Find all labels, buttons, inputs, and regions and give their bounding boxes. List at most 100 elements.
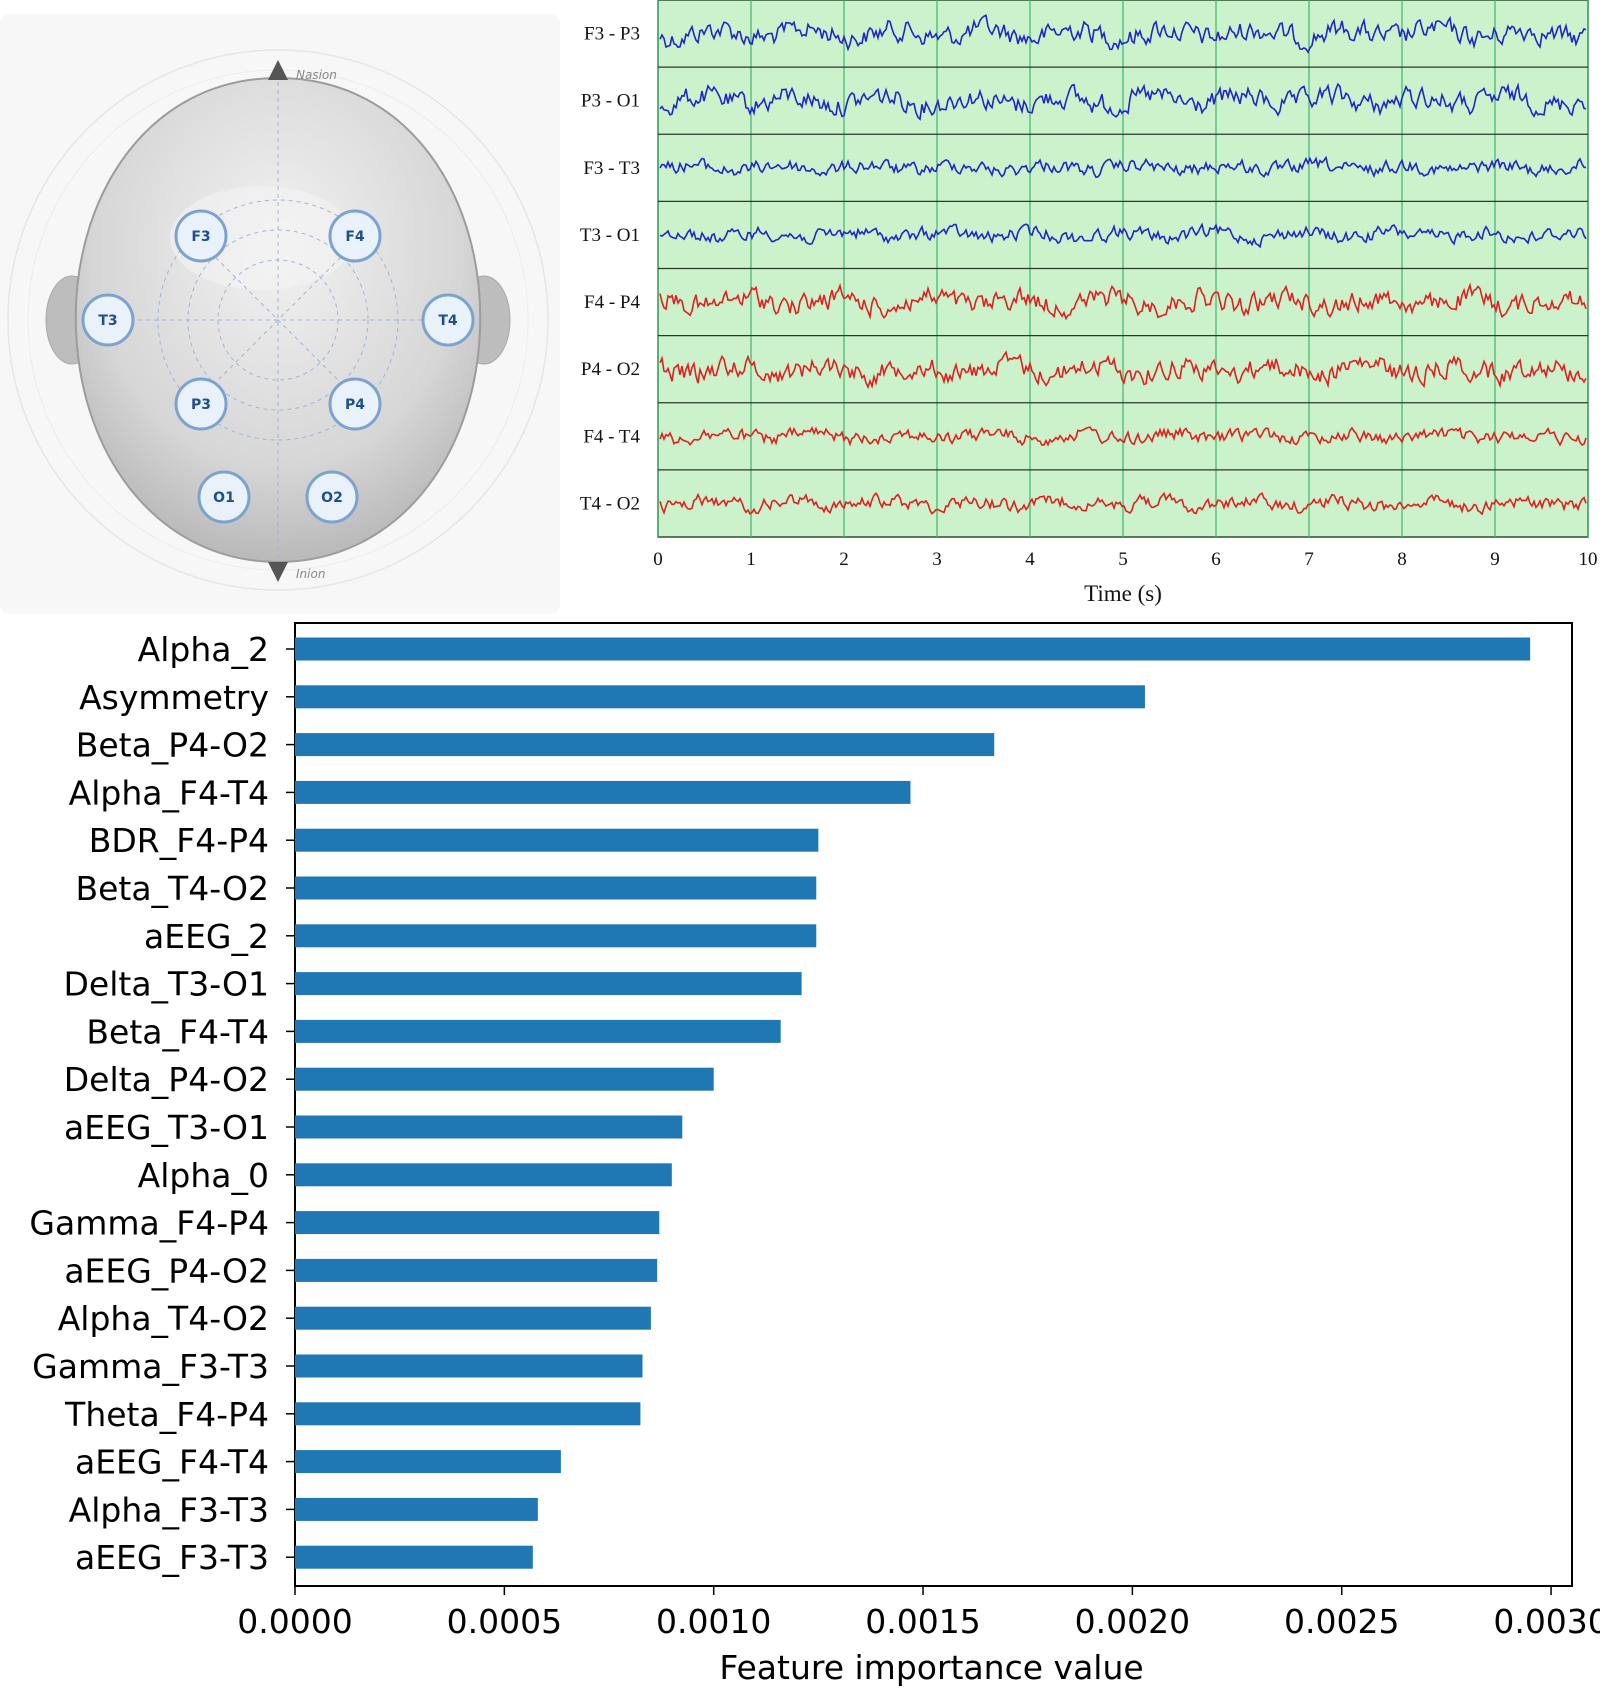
y-tick-label: Delta_P4-O2 bbox=[64, 1060, 269, 1099]
eeg-x-tick: 7 bbox=[1304, 549, 1314, 570]
bar-aeeg-2 bbox=[295, 924, 817, 948]
eeg-x-tick: 3 bbox=[932, 549, 942, 570]
bar-aeeg-p4-o2 bbox=[295, 1258, 658, 1282]
eeg-trace-p4-o2 bbox=[659, 350, 1587, 390]
eeg-channel-label: F4 - P4 bbox=[584, 292, 640, 313]
y-tick-label: aEEG_T3-O1 bbox=[64, 1108, 269, 1147]
eeg-channel-label: F3 - P3 bbox=[584, 24, 640, 45]
bar-alpha-0 bbox=[295, 1163, 672, 1187]
eeg-trace-chart: 0 1 2 3 4 5 6 7 8 9 10 F3 - P3 P3 - O1 F3 - T3 T3 - O1… bbox=[580, 0, 1598, 606]
eeg-x-tick: 1 bbox=[746, 549, 756, 570]
electrode-head-map: Nasion Inion F3 F4 T3 T4 P3 P4 O1 O2 bbox=[7, 49, 549, 591]
y-tick-label: aEEG_F3-T3 bbox=[75, 1538, 269, 1577]
electrode-p3 bbox=[174, 377, 228, 431]
eeg-x-tick: 6 bbox=[1211, 549, 1221, 570]
eeg-x-tick: 5 bbox=[1118, 549, 1128, 570]
nasion-label: Nasion bbox=[296, 68, 337, 82]
y-tick-label: Delta_T3-O1 bbox=[64, 965, 270, 1004]
bar-aeeg-f3-t3 bbox=[295, 1545, 533, 1569]
eeg-x-tick: 4 bbox=[1025, 549, 1035, 570]
bar-aeeg-f4-t4 bbox=[295, 1450, 561, 1474]
y-tick-label: aEEG_F4-T4 bbox=[75, 1443, 269, 1482]
eeg-trace-f4-t4 bbox=[659, 425, 1587, 447]
feature-importance-chart: Alpha_2 Asymmetry Beta_P4-O2 Alpha_F4-T4 BDR… bbox=[29, 622, 1600, 1687]
eeg-channel-label: T4 - O2 bbox=[580, 493, 640, 514]
electrode-label-p4: P4 bbox=[345, 397, 365, 413]
x-tick-label: 0.0020 bbox=[1075, 1602, 1190, 1641]
y-tick-label: Asymmetry bbox=[79, 678, 269, 717]
nasion-arrow-icon bbox=[268, 60, 288, 80]
bar-asymmetry bbox=[295, 685, 1145, 709]
y-tick-label: aEEG_2 bbox=[144, 917, 269, 956]
bar-gamma-f4-p4 bbox=[295, 1211, 660, 1235]
eeg-trace-t3-o1 bbox=[659, 222, 1587, 249]
eeg-trace-f3-t3 bbox=[659, 155, 1587, 179]
electrode-t4 bbox=[421, 293, 475, 347]
x-tick-label: 0.0000 bbox=[237, 1602, 352, 1641]
inion-label: Inion bbox=[296, 567, 325, 581]
y-tick-label: Beta_T4-O2 bbox=[75, 869, 269, 908]
bar-alpha-f4-t4 bbox=[295, 780, 911, 804]
electrode-label-t3: T3 bbox=[98, 313, 117, 329]
eeg-channel-label: F3 - T3 bbox=[583, 158, 640, 179]
bar-delta-p4-o2 bbox=[295, 1067, 714, 1091]
y-tick-label: Alpha_T4-O2 bbox=[58, 1299, 269, 1338]
electrode-label-t4: T4 bbox=[438, 313, 458, 329]
eeg-channel-label: T3 - O1 bbox=[580, 225, 640, 246]
bar-beta-f4-t4 bbox=[295, 1019, 781, 1043]
eeg-x-tick: 0 bbox=[653, 549, 663, 570]
diagonal-line bbox=[192, 234, 364, 406]
bar-gamma-f3-t3 bbox=[295, 1354, 643, 1378]
eeg-channel-label: P4 - O2 bbox=[581, 359, 640, 380]
bar-bdr-f4-p4 bbox=[295, 828, 819, 852]
y-tick-label: Beta_P4-O2 bbox=[76, 726, 269, 765]
y-tick-label: BDR_F4-P4 bbox=[89, 821, 269, 860]
x-tick-label: 0.0030 bbox=[1493, 1602, 1600, 1641]
y-tick-label: Gamma_F3-T3 bbox=[32, 1347, 269, 1386]
eeg-x-tick: 2 bbox=[839, 549, 849, 570]
bar-aeeg-t3-o1 bbox=[295, 1115, 683, 1139]
y-tick-label: Alpha_F3-T3 bbox=[69, 1490, 269, 1529]
y-tick-label: Theta_F4-P4 bbox=[64, 1395, 269, 1434]
eeg-trace-t4-o2 bbox=[659, 491, 1587, 516]
eeg-x-tick: 9 bbox=[1490, 549, 1500, 570]
bar-plot-area bbox=[294, 622, 1573, 1587]
eeg-x-tick: 10 bbox=[1579, 549, 1598, 570]
bar-beta-t4-o2 bbox=[295, 876, 817, 900]
bar-beta-p4-o2 bbox=[295, 733, 995, 757]
electrode-label-f4: F4 bbox=[345, 229, 365, 245]
electrode-o1 bbox=[197, 470, 251, 524]
eeg-trace-p3-o1 bbox=[659, 82, 1587, 121]
bar-alpha-t4-o2 bbox=[295, 1306, 651, 1330]
y-tick-label: Alpha_2 bbox=[138, 630, 269, 669]
y-tick-label: Gamma_F4-P4 bbox=[29, 1204, 269, 1243]
electrode-p4 bbox=[328, 377, 382, 431]
bar-theta-f4-p4 bbox=[295, 1402, 641, 1426]
x-tick-label: 0.0010 bbox=[656, 1602, 771, 1641]
electrode-t3 bbox=[81, 293, 135, 347]
eeg-x-axis-label: Time (s) bbox=[1084, 581, 1162, 606]
eeg-trace-f3-p3 bbox=[659, 14, 1587, 54]
y-tick-label: Beta_F4-T4 bbox=[86, 1012, 269, 1051]
bar-delta-t3-o1 bbox=[295, 972, 802, 996]
electrode-label-f3: F3 bbox=[191, 229, 210, 245]
outer-ring bbox=[7, 49, 549, 591]
eeg-trace-f4-p4 bbox=[659, 282, 1587, 321]
x-tick-label: 0.0025 bbox=[1284, 1602, 1399, 1641]
bar-alpha-f3-t3 bbox=[295, 1497, 538, 1521]
y-tick-label: Alpha_0 bbox=[138, 1156, 269, 1195]
electrode-o2 bbox=[305, 470, 359, 524]
eeg-channel-label: P3 - O1 bbox=[581, 91, 640, 112]
electrode-label-p3: P3 bbox=[191, 397, 211, 413]
x-tick-label: 0.0015 bbox=[865, 1602, 980, 1641]
x-tick-label: 0.0005 bbox=[447, 1602, 562, 1641]
eeg-x-tick: 8 bbox=[1397, 549, 1407, 570]
electrode-label-o1: O1 bbox=[213, 490, 235, 506]
inion-arrow-icon bbox=[268, 562, 288, 582]
electrode-f4 bbox=[328, 209, 382, 263]
head-highlight bbox=[170, 186, 354, 290]
electrode-label-o2: O2 bbox=[321, 490, 343, 506]
y-tick-label: Alpha_F4-T4 bbox=[69, 773, 269, 812]
bar-alpha-2 bbox=[295, 637, 1531, 661]
electrode-f3 bbox=[174, 209, 228, 263]
